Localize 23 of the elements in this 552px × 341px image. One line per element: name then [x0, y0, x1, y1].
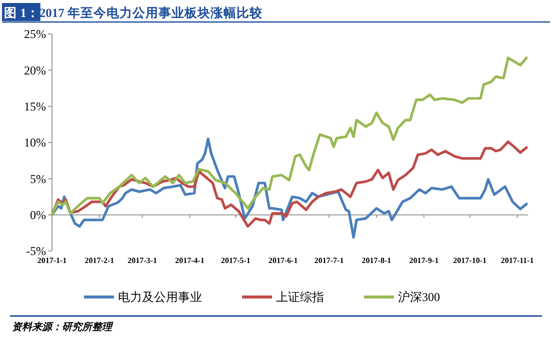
y-tick-label: 0%: [30, 208, 46, 222]
y-tick-label: 5%: [30, 172, 46, 186]
x-tick-label: 2017-6-1: [268, 256, 298, 265]
y-tick-label: 20%: [24, 63, 46, 78]
line-series: [50, 56, 528, 216]
text: 资料来源：研究所整理: [12, 321, 114, 333]
y-tick-label: 15%: [24, 100, 46, 114]
x-tick-label: 2017-8-1: [362, 256, 392, 265]
legend-label: 沪深300: [398, 290, 440, 304]
x-tick-label: 2017-9-1: [409, 256, 439, 265]
x-tick-label: 2017-2-1: [84, 256, 114, 265]
x-tick-label: 2017-11-1: [500, 256, 534, 265]
x-tick-label: 2017-10-1: [453, 256, 487, 265]
x-tick-label: 2017-3-1: [128, 256, 157, 265]
x-tick-label: 2017-1-1: [37, 256, 67, 265]
x-tick-label: 2017-5-1: [221, 256, 250, 265]
y-tick-label: -5%: [26, 244, 46, 258]
y-tick-label: 25%: [24, 27, 46, 42]
legend-label: 上证综指: [276, 290, 324, 304]
x-tick-label: 2017-7-1: [314, 256, 344, 265]
x-tick-label: 2017-4-1: [175, 256, 204, 265]
y-tick-label: 10%: [24, 136, 46, 150]
legend-label: 电力及公用事业: [118, 290, 202, 304]
